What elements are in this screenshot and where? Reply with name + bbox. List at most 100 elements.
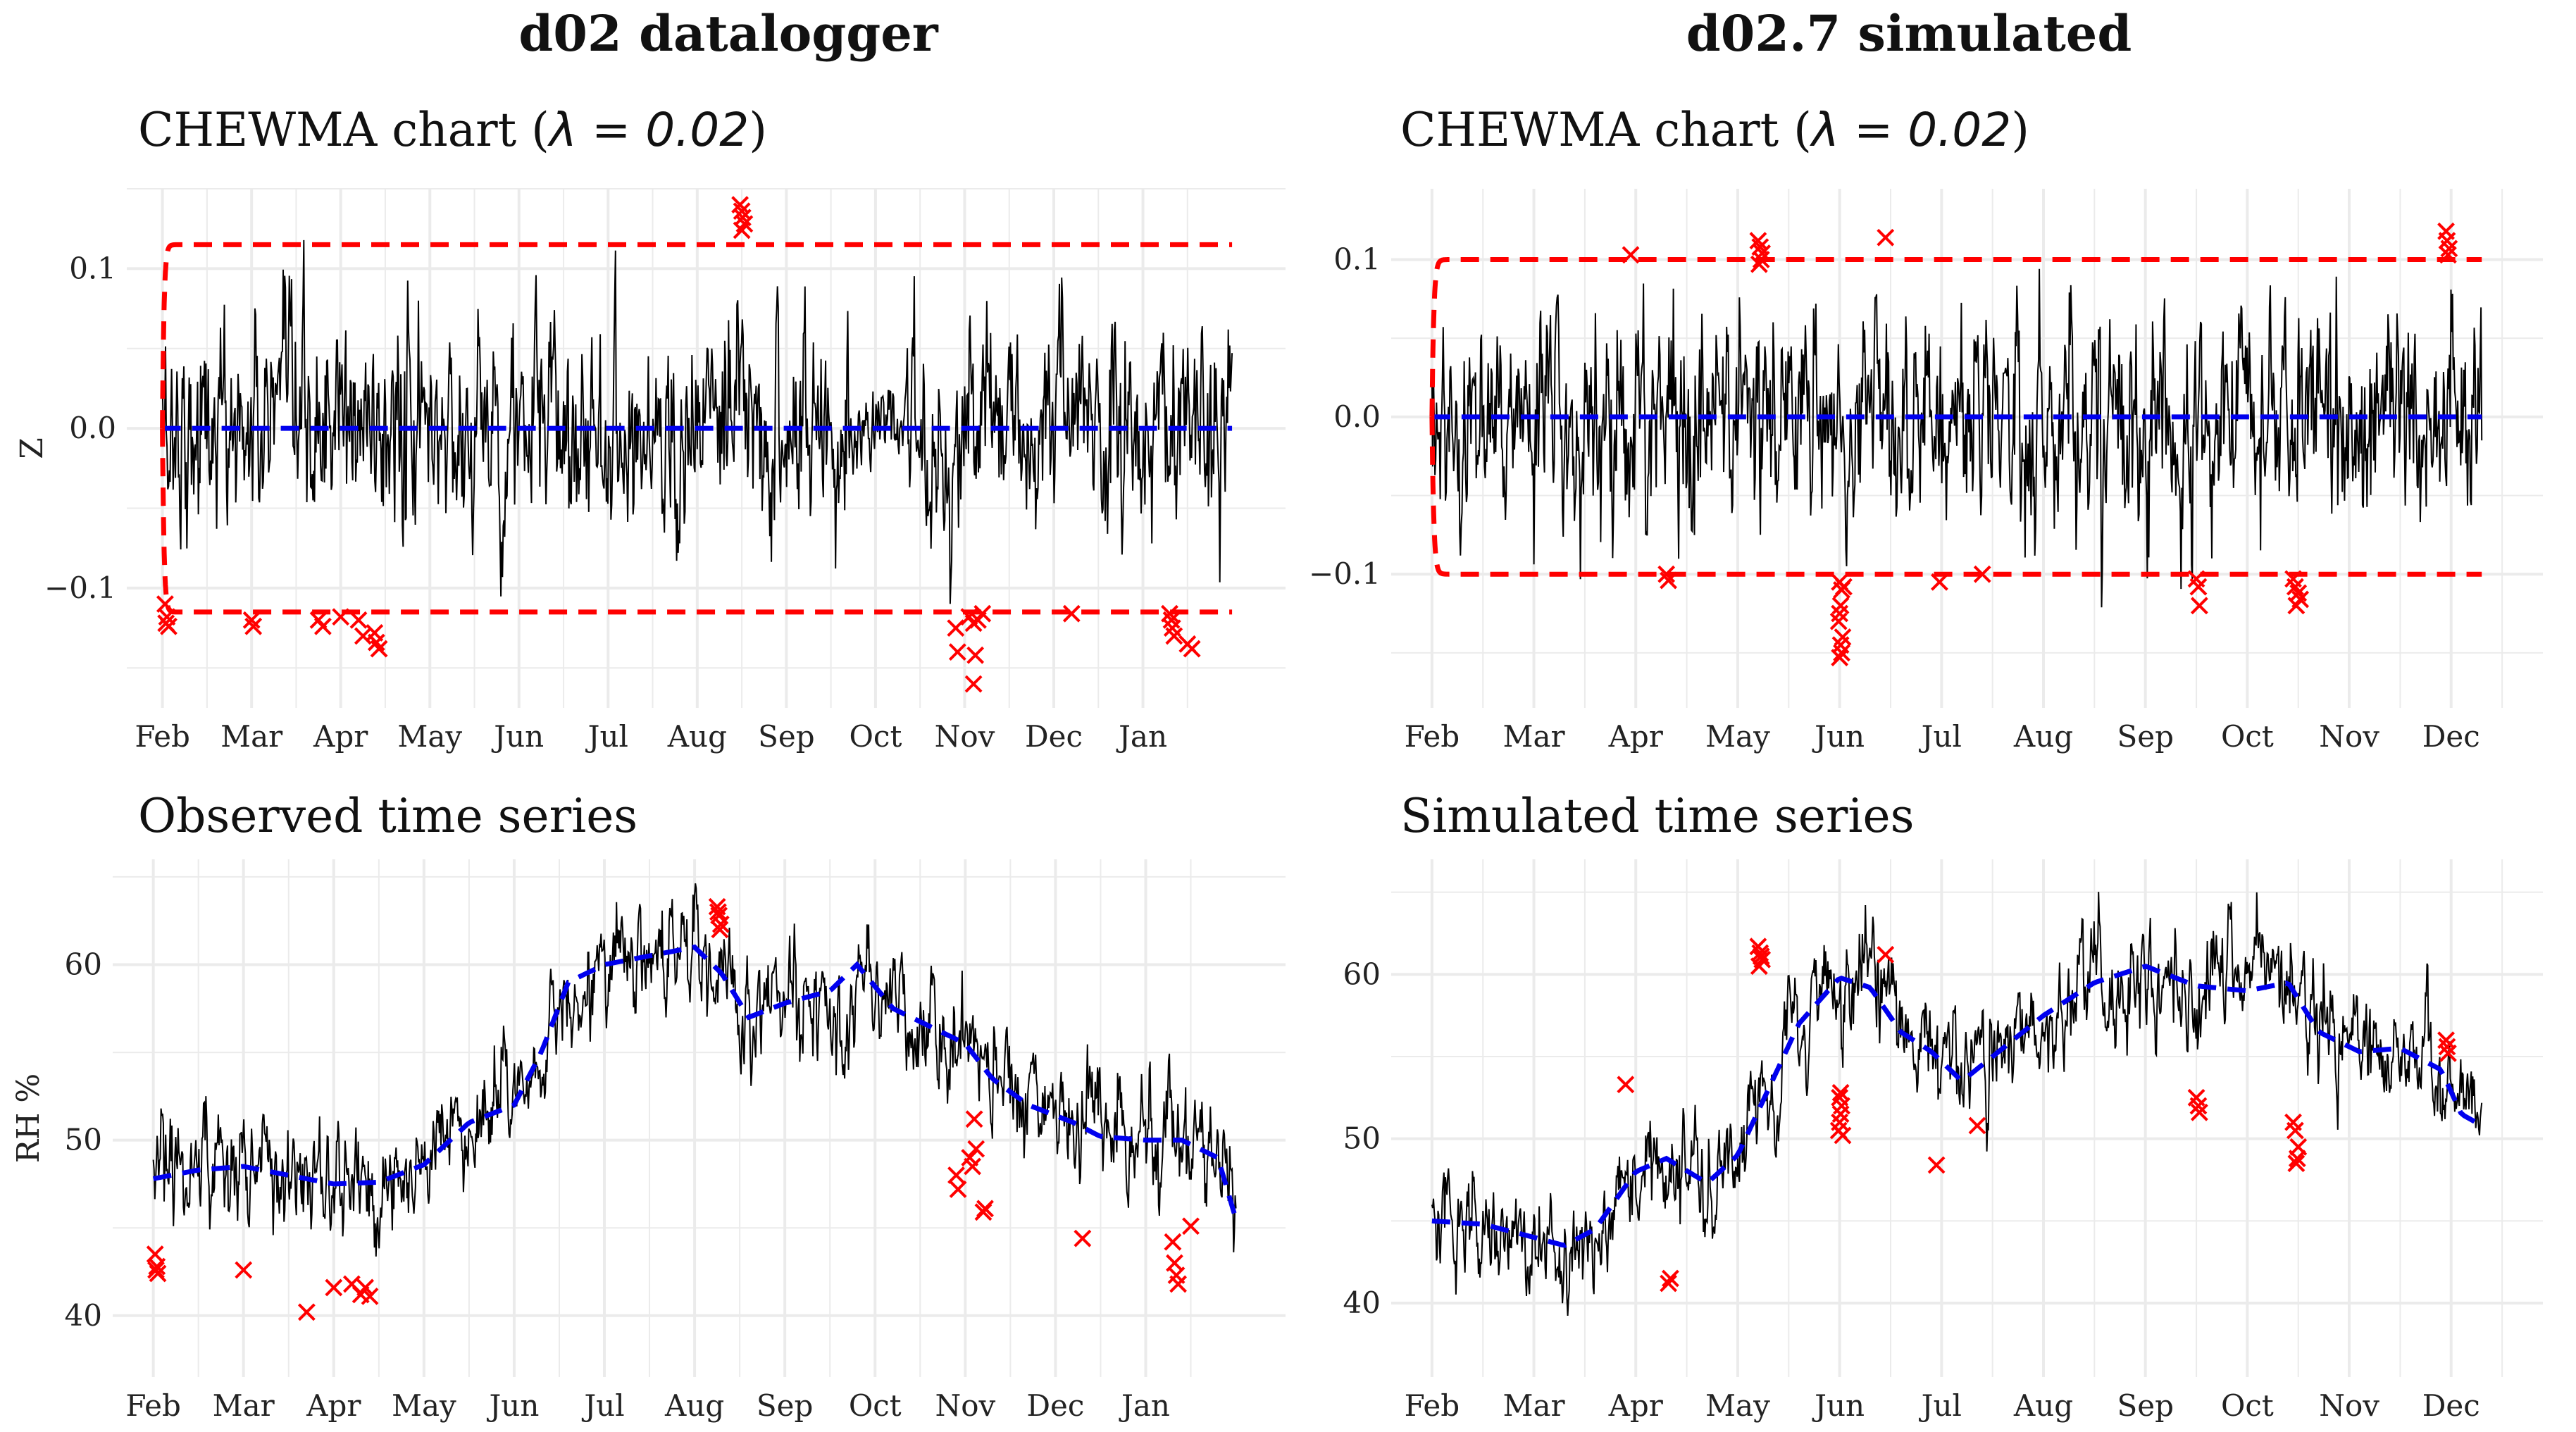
chewma-simulated-out-of-control-marker <box>2440 239 2458 258</box>
observed-series-out-of-control-marker <box>1074 1229 1092 1247</box>
observed-series-out-of-control-marker <box>976 1200 994 1218</box>
chewma-simulated-out-of-control-marker <box>1752 251 1770 268</box>
observed-series-out-of-control-marker <box>1169 1275 1188 1293</box>
simulated-series-out-of-control-marker <box>1660 1274 1677 1293</box>
chewma-simulated-x-tick-label: Nov <box>2319 719 2379 754</box>
observed-series-trend-line <box>152 944 1238 1220</box>
simulated-series-y-tick-label: 40 <box>1343 1285 1381 1320</box>
chewma-observed-out-of-control-marker <box>332 608 350 626</box>
simulated-series-x-tick-label: Mar <box>1503 1388 1566 1423</box>
right-column-title: d02.7 simulated <box>1686 4 2132 63</box>
chewma-observed-x-tick-label: Sep <box>758 719 815 754</box>
simulated-series-out-of-control-marker <box>2288 1150 2306 1168</box>
simulated-series-trend-line <box>1431 964 2483 1248</box>
chewma-observed-out-of-control-marker <box>1183 640 1201 658</box>
simulated-series-out-of-control-marker <box>1877 945 1895 964</box>
chewma-observed-title: CHEWMA chart (λ = 0.02) <box>138 103 767 157</box>
chewma-simulated-out-of-control-marker <box>1622 246 1640 264</box>
simulated-series-out-of-control-marker <box>2190 1103 2208 1121</box>
simulated-series-y-tick-label: 50 <box>1343 1121 1381 1156</box>
chewma-simulated-y-tick-label: 0.1 <box>1333 242 1381 277</box>
chewma-simulated-out-of-control-marker <box>2287 597 2306 615</box>
simulated-series-title: Simulated time series <box>1400 789 1915 843</box>
chewma-observed-x-tick-label: Aug <box>667 719 727 754</box>
chewma-observed-panel: Feb Mar Apr May Jun Jul Aug Sep Oct Nov Dec Jan −0.1… <box>14 188 1286 754</box>
chewma-observed-out-of-control-marker <box>964 675 983 693</box>
observed-series-y-tick-label: 40 <box>65 1298 102 1333</box>
chewma-observed-out-of-control-marker <box>1161 604 1178 623</box>
simulated-series-out-of-control-marker <box>1617 1076 1635 1094</box>
chewma-simulated-x-tick-label: Sep <box>2117 719 2174 754</box>
chewma-simulated-lambda: λ = 0.02 <box>1811 103 2012 157</box>
chewma-observed-out-of-control-marker <box>948 643 966 661</box>
observed-series-out-of-control-marker <box>147 1261 165 1279</box>
chewma-observed-out-of-control-marker <box>973 604 992 623</box>
observed-series-out-of-control-marker <box>949 1180 967 1198</box>
left-column-title: d02 datalogger <box>518 4 938 63</box>
chewma-simulated-title: CHEWMA chart (λ = 0.02) <box>1400 103 2029 157</box>
chewma-observed-x-tick-label: Dec <box>1025 719 1083 754</box>
observed-series-x-tick-label: Jun <box>486 1388 539 1423</box>
simulated-series-out-of-control-marker <box>2438 1038 2456 1056</box>
observed-series-out-of-control-marker <box>711 921 729 939</box>
chewma-simulated-out-of-control-marker <box>1753 244 1772 262</box>
observed-series-out-of-control-marker <box>325 1278 343 1297</box>
observed-series-title: Observed time series <box>138 789 638 843</box>
chewma-simulated-out-of-control-marker <box>1660 571 1677 590</box>
chewma-observed-title-text: CHEWMA chart ( <box>138 103 549 157</box>
simulated-series-out-of-control-marker <box>2287 1154 2306 1173</box>
chewma-simulated-title-text: CHEWMA chart ( <box>1400 103 1812 157</box>
chewma-observed-x-tick-label: Oct <box>850 719 902 754</box>
chewma-observed-y-axis-label: Z <box>14 437 50 459</box>
chewma-simulated-out-of-control-marker <box>1835 578 1853 596</box>
chewma-observed-out-of-control-marker <box>157 614 175 633</box>
chewma-observed-x-tick-label: Jun <box>491 719 544 754</box>
chewma-simulated-x-tick-label: Feb <box>1405 719 1460 754</box>
simulated-series-out-of-control-marker <box>2439 1044 2457 1062</box>
chewma-simulated-x-tick-label: Oct <box>2221 719 2274 754</box>
observed-series-out-of-control-marker <box>1164 1233 1182 1251</box>
observed-series-out-of-control-marker <box>965 1110 983 1128</box>
chewma-observed-out-of-control-marker <box>313 617 332 635</box>
simulated-series-x-tick-label: Feb <box>1405 1388 1460 1423</box>
chewma-simulated-x-tick-label: Jul <box>1919 719 1962 754</box>
chewma-simulated-series-line <box>1431 268 2483 608</box>
chewma-simulated-y-tick-label: −0.1 <box>1309 556 1381 591</box>
chewma-observed-y-tick-label: 0.1 <box>69 251 116 285</box>
simulated-series-x-tick-label: Aug <box>2013 1388 2073 1423</box>
chewma-simulated-out-of-control-marker <box>1657 565 1676 583</box>
observed-series-out-of-control-marker <box>1182 1217 1200 1235</box>
chewma-observed-grid <box>127 188 1286 708</box>
simulated-series-x-tick-label: Sep <box>2117 1388 2174 1423</box>
simulated-series-x-tick-label: Nov <box>2319 1388 2379 1423</box>
observed-series-out-of-control-marker <box>964 1157 981 1176</box>
chewma-observed-out-of-control-marker <box>349 611 368 629</box>
simulated-series-x-tick-label: Apr <box>1608 1388 1664 1423</box>
observed-series-out-of-control-marker <box>235 1261 253 1279</box>
observed-series-out-of-control-marker <box>148 1257 166 1276</box>
chewma-simulated-x-tick-label: Apr <box>1608 719 1664 754</box>
observed-series-x-tick-label: Feb <box>125 1388 181 1423</box>
simulated-series-out-of-control-marker <box>1927 1156 1946 1174</box>
simulated-series-x-tick-label: Oct <box>2221 1388 2274 1423</box>
chewma-observed-lambda: λ = 0.02 <box>549 103 749 157</box>
observed-series-x-tick-label: Oct <box>849 1388 902 1423</box>
chewma-observed-x-tick-label: Jul <box>585 719 628 754</box>
chewma-simulated-out-of-control-marker <box>1931 573 1948 591</box>
chewma-observed-out-of-control-marker <box>966 646 985 664</box>
observed-series-x-tick-label: Dec <box>1026 1388 1084 1423</box>
observed-series-out-of-control-marker <box>967 1140 985 1158</box>
observed-series-y-axis-label: RH % <box>11 1073 46 1163</box>
chewma-simulated-upper-control-limit <box>1429 257 2482 417</box>
chewma-simulated-out-of-control-marker <box>1877 228 1895 247</box>
chewma-simulated-out-of-control-marker <box>2439 246 2457 264</box>
observed-series-out-of-control-marker <box>361 1287 379 1305</box>
chewma-simulated-lower-control-limit <box>1429 416 2482 577</box>
chewma-observed-out-of-control-marker <box>1062 604 1081 623</box>
chewma-observed-out-of-control-marker <box>1165 627 1183 645</box>
observed-series-panel: Feb Mar Apr May Jun Jul Aug Sep Oct Nov Dec Jan 40 50… <box>11 859 1286 1423</box>
simulated-series-out-of-control-marker <box>2189 1097 2208 1115</box>
chewma-simulated-panel: Feb Mar Apr May Jun Jul Aug Sep Oct Nov Dec −0.1 0.0… <box>1309 189 2543 754</box>
observed-series-x-tick-label: Aug <box>664 1388 724 1423</box>
